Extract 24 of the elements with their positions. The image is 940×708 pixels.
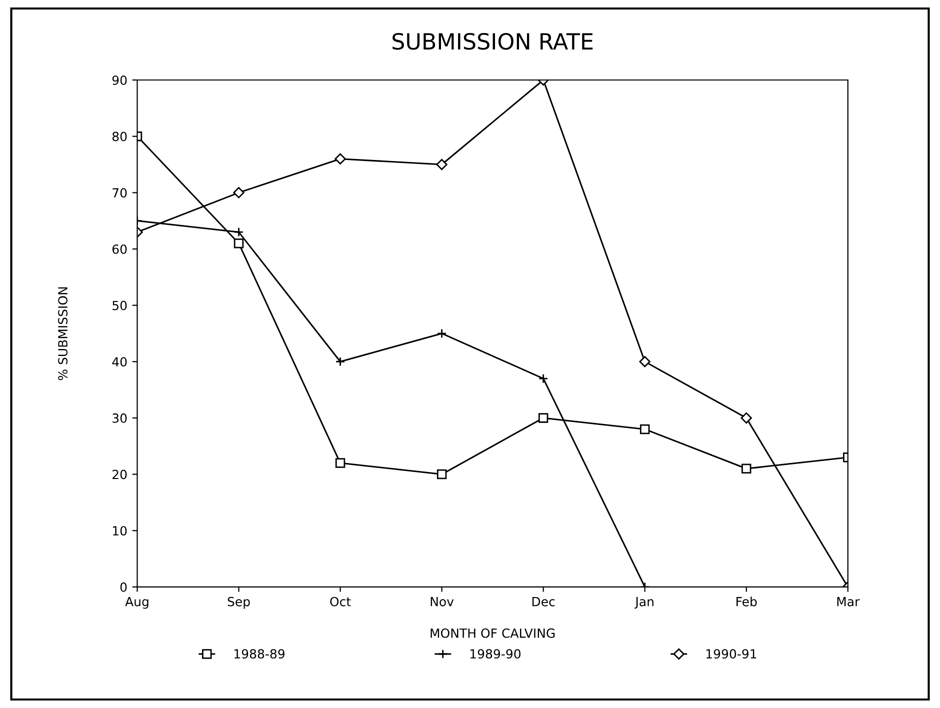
y-tick-label: 60 xyxy=(112,244,127,254)
legend-label: 1988-89 xyxy=(234,649,284,659)
x-tick-label: Dec xyxy=(532,597,555,606)
y-tick-label: 50 xyxy=(112,300,127,310)
chart-title: SUBMISSION RATE xyxy=(392,32,593,50)
y-tick-label: 40 xyxy=(112,357,127,367)
legend-label: 1989-90 xyxy=(470,649,521,659)
y-axis-title: % SUBMISSION xyxy=(58,287,68,380)
x-tick-label: Oct xyxy=(330,596,351,606)
x-tick-label: Nov xyxy=(430,597,454,606)
x-tick-label: Sep xyxy=(228,596,250,609)
x-tick-label: Jan xyxy=(634,597,654,609)
legend-label: 1990-91 xyxy=(706,649,756,659)
x-tick-label: Mar xyxy=(837,597,860,606)
x-tick-label: Feb xyxy=(736,596,757,606)
y-tick-label: 20 xyxy=(112,470,127,480)
y-tick-label: 10 xyxy=(112,526,127,536)
y-tick-label: 70 xyxy=(112,188,127,198)
x-axis-title: MONTH OF CALVING xyxy=(430,628,555,638)
x-tick-label: Aug xyxy=(125,597,148,609)
y-tick-label: 0 xyxy=(120,582,127,592)
y-tick-label: 80 xyxy=(112,132,127,142)
y-tick-label: 30 xyxy=(112,413,127,423)
y-tick-label: 90 xyxy=(112,75,127,85)
